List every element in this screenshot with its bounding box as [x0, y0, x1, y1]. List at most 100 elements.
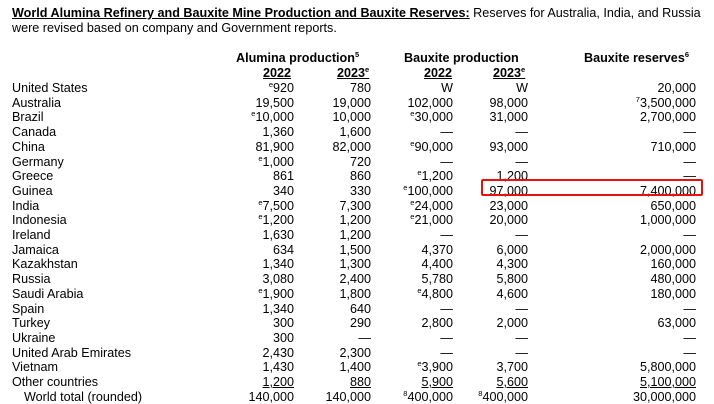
cell-a23: 2,300	[339, 345, 371, 360]
cell-b22: 4,400	[421, 257, 453, 272]
cell-a22: 1,340	[262, 257, 294, 272]
country-name: Kazakhstan	[12, 257, 78, 272]
cell-a22: 1,200	[262, 375, 294, 389]
cell-a23: 7,300	[339, 198, 371, 213]
header-bauxite-reserves: Bauxite reserves6	[584, 49, 689, 65]
country-name: Greece	[12, 169, 54, 184]
cell-a23: 880	[349, 375, 371, 389]
table-title: World Alumina Refinery and Bauxite Mine …	[12, 6, 702, 36]
cell-a23: 780	[349, 81, 371, 95]
cell-r: 5,100,000	[639, 375, 696, 389]
country-name: Jamaica	[12, 242, 59, 257]
country-name: World total (rounded)	[24, 389, 143, 404]
cell-b22: e4,800	[417, 285, 453, 301]
cell-a22: e920	[268, 79, 294, 95]
cell-r: 160,000	[650, 257, 696, 272]
table-row: Ukraine 300 — — — —	[0, 331, 714, 346]
cell-a22: e7,500	[258, 197, 294, 213]
cell-b23: 3,700	[496, 360, 528, 375]
header-alumina-2022: 2022	[263, 66, 292, 80]
country-name: Guinea	[12, 183, 53, 198]
title-note: Reserves for Australia, India, and Russi…	[12, 6, 701, 35]
country-name: Other countries	[12, 375, 99, 389]
cell-r: 710,000	[650, 139, 696, 154]
cell-a22: e1,900	[258, 285, 294, 301]
cell-b22: 5,900	[421, 375, 453, 389]
table-row: Germany e1,000 720 — — —	[0, 153, 714, 170]
cell-b23: 20,000	[489, 213, 528, 228]
guinea-highlight-box	[481, 179, 703, 196]
cell-a22: 634	[272, 242, 294, 257]
header-alumina-production: Alumina production5	[236, 49, 360, 65]
cell-b23: 23,000	[489, 198, 528, 213]
cell-r: —	[683, 228, 696, 242]
cell-r: —	[683, 154, 696, 169]
cell-b23: 2,000	[496, 316, 528, 331]
cell-a22: 300	[272, 316, 294, 331]
cell-b22: e1,200	[417, 168, 453, 184]
cell-r: 20,000	[657, 81, 696, 95]
cell-b22: e3,900	[417, 359, 453, 375]
title-heading: World Alumina Refinery and Bauxite Mine …	[12, 6, 470, 20]
cell-a23: 1,500	[339, 242, 371, 257]
cell-a22: 1,630	[262, 228, 294, 242]
cell-b22: e21,000	[410, 212, 453, 228]
cell-r: —	[683, 125, 696, 140]
cell-b22: 2,800	[421, 316, 453, 331]
cell-b23: —	[515, 154, 528, 169]
cell-b22: —	[440, 228, 453, 242]
cell-r: 480,000	[650, 272, 696, 287]
table-row: Kazakhstan 1,340 1,300 4,400 4,300 160,000	[0, 257, 714, 272]
cell-r: 5,800,000	[639, 360, 696, 375]
cell-b23: 8400,000	[478, 388, 528, 404]
cell-b23: —	[515, 301, 528, 316]
table-row: Russia 3,080 2,400 5,780 5,800 480,000	[0, 272, 714, 287]
cell-b23: —	[515, 228, 528, 242]
cell-b23: —	[515, 345, 528, 360]
cell-r: —	[683, 345, 696, 360]
cell-b22: 5,780	[421, 272, 453, 287]
cell-a23: 1,800	[339, 286, 371, 301]
cell-b22: —	[440, 301, 453, 316]
cell-b22: e100,000	[403, 182, 453, 198]
cell-a22: 1,340	[262, 301, 294, 316]
cell-a23: 290	[349, 316, 371, 331]
table-row: Ireland 1,630 1,200 — — —	[0, 228, 714, 243]
cell-a22: 300	[272, 330, 294, 345]
cell-a23: 1,200	[339, 213, 371, 228]
country-name: Brazil	[12, 110, 44, 125]
table-row: India e7,500 7,300 e24,000 23,000 650,000	[0, 197, 714, 214]
cell-a22: e1,000	[258, 153, 294, 169]
country-name: Vietnam	[12, 360, 58, 375]
cell-b23: 98,000	[489, 95, 528, 110]
cell-r: 73,500,000	[635, 94, 696, 110]
table-row: Australia 19,500 19,000 102,000 98,000 73,500…	[0, 94, 714, 111]
table-row: Jamaica 634 1,500 4,370 6,000 2,000,000	[0, 243, 714, 258]
cell-a23: 1,200	[339, 228, 371, 242]
cell-a23: 860	[349, 169, 371, 184]
cell-a23: —	[358, 330, 371, 345]
cell-a23: 330	[349, 183, 371, 198]
country-name: India	[12, 198, 40, 213]
country-name: United States	[12, 81, 88, 95]
table-row: United States e920 780 W W 20,000	[0, 81, 714, 96]
cell-r: 2,700,000	[639, 110, 696, 125]
header-bauxite-2022: 2022	[424, 66, 453, 80]
country-name: Indonesia	[12, 213, 67, 228]
cell-b23: 4,600	[496, 286, 528, 301]
cell-a23: 1,400	[339, 360, 371, 375]
cell-b23: 6,000	[496, 242, 528, 257]
cell-b22: —	[440, 125, 453, 140]
country-name: Turkey	[12, 316, 51, 331]
country-name: United Arab Emirates	[12, 345, 131, 360]
cell-a23: 640	[349, 301, 371, 316]
cell-a23: 19,000	[332, 95, 371, 110]
header-bauxite-2023: 2023e	[493, 64, 526, 80]
cell-r: —	[683, 301, 696, 316]
country-name: Canada	[12, 125, 57, 140]
table-row: Canada 1,360 1,600 — — —	[0, 125, 714, 140]
header-bauxite-production: Bauxite production	[404, 51, 519, 65]
cell-b23: 5,800	[496, 272, 528, 287]
cell-b23: 4,300	[496, 257, 528, 272]
country-name: Australia	[12, 95, 61, 110]
